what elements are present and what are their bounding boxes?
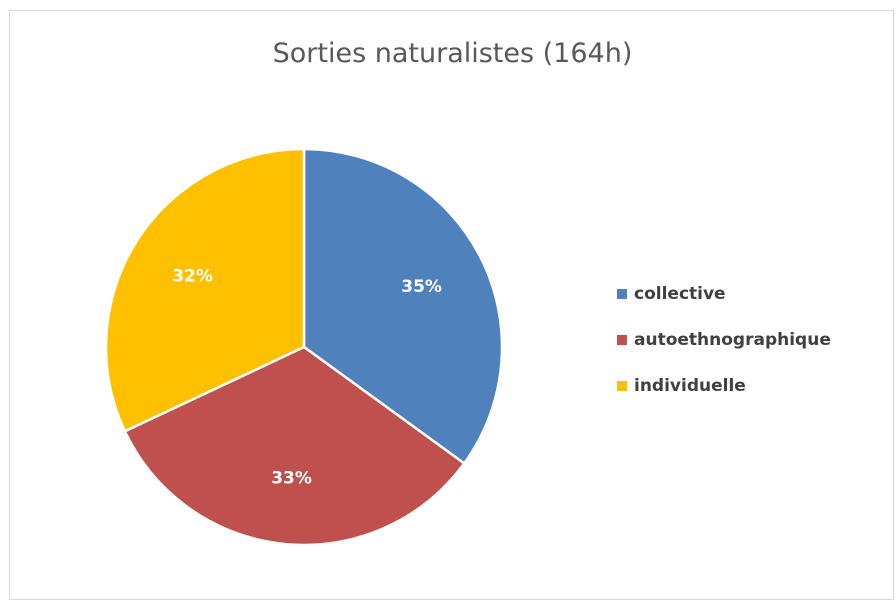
legend-label: individuelle (634, 376, 746, 396)
pie-slice-individuelle (104, 147, 306, 433)
pie-slices (104, 147, 504, 547)
legend-item-collective: collective (617, 283, 831, 305)
legend-swatch (617, 289, 627, 299)
pie-labels: 35% 33% 32% (172, 266, 442, 488)
chart-legend: collective autoethnographique individuel… (617, 283, 831, 421)
data-label-collective: 35% (401, 277, 442, 297)
chart-title: Sorties naturalistes (164h) (272, 38, 633, 69)
legend-label: autoethnographique (634, 330, 831, 350)
data-label-autoethnographique: 33% (271, 468, 312, 488)
legend-swatch (617, 335, 627, 345)
legend-label: collective (634, 284, 726, 304)
legend-item-autoethnographique: autoethnographique (617, 329, 831, 351)
data-label-individuelle: 32% (172, 266, 213, 286)
legend-swatch (617, 381, 627, 391)
legend-item-individuelle: individuelle (617, 375, 831, 397)
pie-slice-autoethnographique (123, 345, 466, 547)
pie-slice-collective (302, 147, 504, 465)
